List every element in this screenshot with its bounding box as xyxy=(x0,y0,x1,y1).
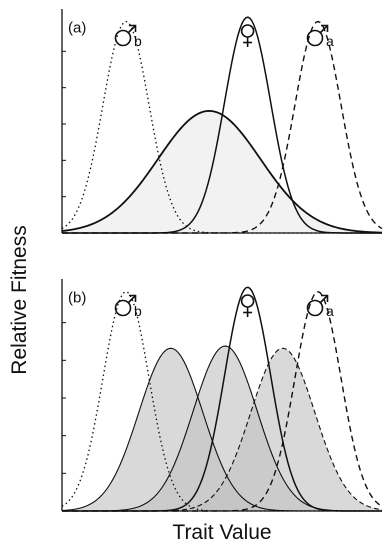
panel-b: (b) b a xyxy=(61,279,383,512)
female-symbol xyxy=(240,24,255,47)
curve-label-subscript: a xyxy=(326,303,334,319)
male-symbol-arrowhead xyxy=(321,24,329,32)
male-symbol-arrow xyxy=(319,25,328,34)
male-symbol-circle xyxy=(306,299,324,317)
female-symbol-circle xyxy=(240,294,255,308)
male-symbol-arrowhead xyxy=(129,294,137,302)
male-symbol-a: a xyxy=(306,294,334,319)
x-axis-label: Trait Value xyxy=(172,521,272,544)
male-symbol-arrow xyxy=(127,295,136,304)
curve-fill-3 xyxy=(62,348,382,511)
male-symbol-b: b xyxy=(114,24,142,49)
male-symbol-arrowhead xyxy=(129,24,137,32)
female-symbol-circle xyxy=(240,24,255,38)
series-line-6-dashed-thin xyxy=(62,347,383,512)
curve-fill-1 xyxy=(62,348,382,511)
female-symbol xyxy=(240,294,255,317)
panel-label: (b) xyxy=(68,289,86,306)
curve-label-subscript: b xyxy=(134,33,142,49)
male-symbol-b: b xyxy=(114,294,142,319)
series-line-4-solid-thick xyxy=(61,110,383,234)
panel-a: (a) b a xyxy=(61,9,383,234)
male-symbol-arrow xyxy=(319,295,328,304)
curve-fill-1 xyxy=(62,110,382,233)
male-symbol-circle xyxy=(114,29,132,47)
curve-fill-2 xyxy=(62,346,382,511)
panel-label: (a) xyxy=(68,19,86,36)
male-symbol-arrow xyxy=(127,25,136,34)
male-symbol-arrowhead xyxy=(321,294,329,302)
male-symbol-circle xyxy=(114,299,132,317)
male-symbol-a: a xyxy=(306,24,334,49)
curve-label-subscript: b xyxy=(134,303,142,319)
male-symbol-circle xyxy=(306,29,324,47)
curve-label-subscript: a xyxy=(326,33,334,49)
